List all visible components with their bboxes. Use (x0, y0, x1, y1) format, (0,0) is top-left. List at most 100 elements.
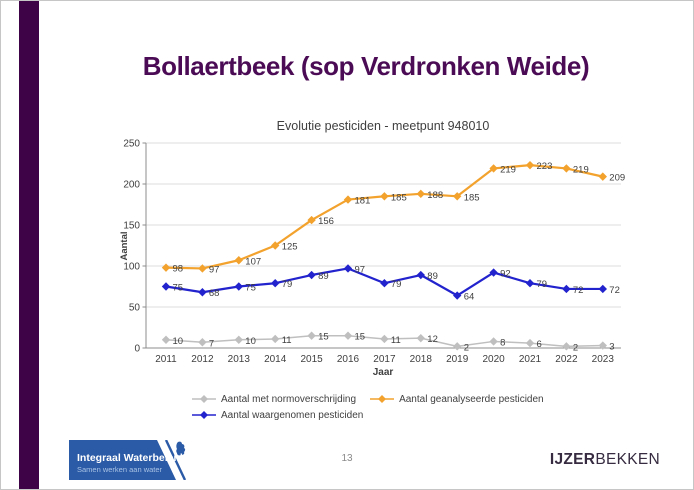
data-point (489, 337, 498, 346)
data-label: 185 (391, 192, 407, 203)
legend-label: Aantal met normoverschrijding (221, 393, 357, 405)
data-point (562, 164, 571, 173)
chart-svg: Evolutie pesticiden - meetpunt 948010 Aa… (119, 119, 625, 378)
line-diamond-marker-icon (192, 395, 216, 403)
data-label: 8 (500, 337, 505, 348)
data-label: 223 (537, 161, 553, 172)
data-label: 72 (609, 285, 620, 296)
legend-item-waargenomen: Aantal waargenomen pesticiden (192, 410, 363, 421)
data-point (271, 279, 280, 288)
data-label: 181 (355, 196, 371, 207)
data-point (416, 270, 425, 280)
data-label: 89 (427, 271, 438, 282)
data-label: 64 (464, 292, 475, 303)
data-label: 79 (282, 279, 293, 290)
legend-row-2: Aantal waargenomen pesticiden (192, 407, 544, 423)
line-diamond-marker-icon (370, 395, 395, 403)
x-tick-label: 2018 (410, 354, 433, 365)
data-label: 107 (245, 256, 261, 267)
data-point (562, 342, 571, 351)
legend-label: Aantal geanalyseerde pesticiden (399, 393, 544, 405)
page-number: 13 (341, 453, 353, 464)
y-tick-label: 250 (123, 139, 140, 150)
x-tick-label: 2019 (446, 354, 469, 365)
data-label: 15 (355, 332, 366, 343)
legend-item-geanalyseerde: Aantal geanalyseerde pesticiden (370, 394, 544, 405)
ijzerbekken-wordmark: IJZERBEKKEN (550, 451, 660, 469)
data-label: 209 (609, 173, 625, 184)
data-label: 156 (318, 216, 334, 227)
y-axis-title: Aantal (119, 231, 130, 260)
data-label: 79 (391, 279, 402, 290)
y-tick-label: 50 (129, 303, 141, 314)
data-label: 97 (355, 264, 366, 275)
data-point (416, 333, 425, 343)
x-tick-label: 2023 (592, 354, 615, 365)
data-label: 10 (245, 336, 256, 347)
data-point (489, 268, 498, 277)
data-point (343, 331, 353, 340)
data-label: 75 (173, 283, 184, 294)
x-tick-label: 2020 (482, 354, 505, 365)
data-label: 10 (173, 336, 184, 347)
data-label: 68 (209, 288, 220, 299)
legend-diamond (378, 395, 387, 403)
data-point (271, 241, 280, 250)
y-tick-label: 150 (123, 221, 140, 232)
line-diamond-marker-icon (192, 411, 216, 419)
data-point (271, 334, 280, 344)
data-point (307, 215, 316, 225)
x-tick-label: 2011 (155, 354, 177, 365)
data-label: 92 (500, 269, 511, 280)
x-axis-title: Jaar (373, 367, 394, 378)
data-point (161, 263, 171, 272)
data-label: 2 (464, 342, 469, 353)
left-accent-bar (19, 1, 39, 489)
data-point (198, 338, 207, 347)
data-point (380, 279, 389, 288)
data-point (453, 291, 462, 300)
data-point (562, 284, 571, 294)
x-tick-label: 2016 (337, 354, 360, 365)
data-label: 89 (318, 271, 329, 282)
data-point (343, 195, 353, 204)
data-label: 11 (282, 335, 292, 346)
data-label: 219 (573, 164, 589, 175)
x-tick-label: 2021 (519, 354, 542, 365)
data-point (525, 279, 535, 288)
data-label: 72 (573, 285, 584, 296)
brand-bold: IJZER (549, 451, 596, 468)
legend-diamond (200, 395, 208, 403)
brand-regular: BEKKEN (595, 451, 660, 468)
chart-legend: Aantal met normoverschrijding Aantal gea… (192, 391, 544, 423)
page-title: Bollaertbeek (sop Verdronken Weide) (142, 51, 590, 81)
x-tick-label: 2015 (300, 354, 323, 365)
data-point (598, 284, 607, 294)
chart-title: Evolutie pesticiden - meetpunt 948010 (277, 119, 490, 133)
legend-item-normoverschrijding: Aantal met normoverschrijding (192, 394, 356, 405)
data-label: 79 (537, 279, 548, 290)
series-line-1 (165, 164, 604, 270)
data-point (198, 288, 207, 297)
logo-banner-shape (69, 440, 176, 480)
data-point (380, 192, 389, 201)
data-label: 219 (500, 164, 516, 175)
logo-title: Integraal Waterbeleid (77, 452, 183, 464)
data-point (416, 189, 425, 199)
x-tick-label: 2013 (228, 354, 251, 365)
data-label: 97 (209, 264, 220, 275)
data-label: 12 (427, 334, 438, 345)
data-point (380, 334, 389, 344)
data-label: 185 (464, 192, 480, 203)
data-label: 75 (245, 283, 256, 294)
data-label: 125 (282, 242, 298, 253)
logo-diagonal-stripe (164, 439, 187, 481)
flanders-lion-icon (176, 441, 186, 456)
y-tick-label: 0 (134, 344, 140, 355)
data-point (307, 270, 316, 280)
data-label: 98 (173, 264, 184, 275)
x-tick-label: 2017 (373, 354, 396, 365)
data-label: 2 (573, 342, 578, 353)
x-tick-label: 2012 (191, 354, 214, 365)
